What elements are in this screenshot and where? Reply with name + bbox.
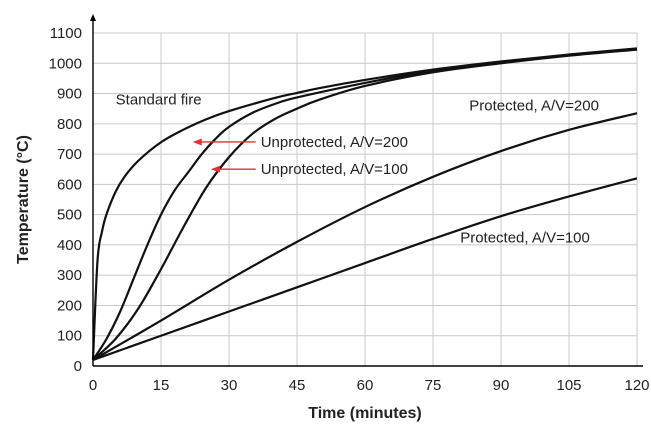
x-tick-label: 30 <box>221 377 238 394</box>
series-line-3 <box>92 112 638 361</box>
annotation-label-1: Unprotected, A/V=200 <box>261 134 408 151</box>
y-tick-label: 800 <box>57 116 82 133</box>
y-axis-arrow-icon <box>90 14 96 21</box>
y-tick-label: 700 <box>57 146 82 163</box>
y-tick-label: 100 <box>57 328 82 345</box>
annotation-label-4: Protected, A/V=100 <box>460 229 590 246</box>
annotations: Standard fire Unprotected, A/V=200 Unprote… <box>116 92 599 247</box>
grid <box>93 32 638 366</box>
curves <box>91 47 638 361</box>
y-tick-label: 600 <box>57 176 82 193</box>
series-line-2 <box>92 48 638 361</box>
y-tick-label: 300 <box>57 267 82 284</box>
y-tick-label: 0 <box>74 358 82 375</box>
y-tick-label: 500 <box>57 207 82 224</box>
series-line-1 <box>92 47 638 361</box>
y-tick-label: 1100 <box>50 25 82 42</box>
x-tick-label: 90 <box>493 377 510 394</box>
series-line-4 <box>92 177 638 361</box>
x-tick-label: 120 <box>624 377 649 394</box>
x-tick-label: 105 <box>556 377 581 394</box>
arrowhead-icon <box>192 138 202 146</box>
x-tick-label: 15 <box>153 377 170 394</box>
x-tick-label: 45 <box>289 377 306 394</box>
x-axis-label: Time (minutes) <box>308 405 422 422</box>
series-line-0 <box>91 47 638 361</box>
annotation-label-2: Unprotected, A/V=100 <box>261 161 408 178</box>
arrowhead-icon <box>210 165 220 173</box>
x-tick-label: 0 <box>89 377 97 394</box>
y-tick-label: 900 <box>57 86 82 103</box>
y-tick-label: 200 <box>57 297 82 314</box>
y-tick-label: 400 <box>57 237 82 254</box>
y-tick-label: 1000 <box>49 55 82 72</box>
tick-labels: 0 100 200 300 400 500 600 700 800 900 1000 1100 0 15 3… <box>49 25 650 394</box>
annotation-label-0: Standard fire <box>116 92 202 109</box>
x-tick-label: 60 <box>357 377 374 394</box>
x-tick-label: 75 <box>425 377 442 394</box>
axes <box>90 14 643 367</box>
annotation-label-3: Protected, A/V=200 <box>469 98 599 115</box>
y-axis-label: Temperature (°C) <box>15 135 32 264</box>
